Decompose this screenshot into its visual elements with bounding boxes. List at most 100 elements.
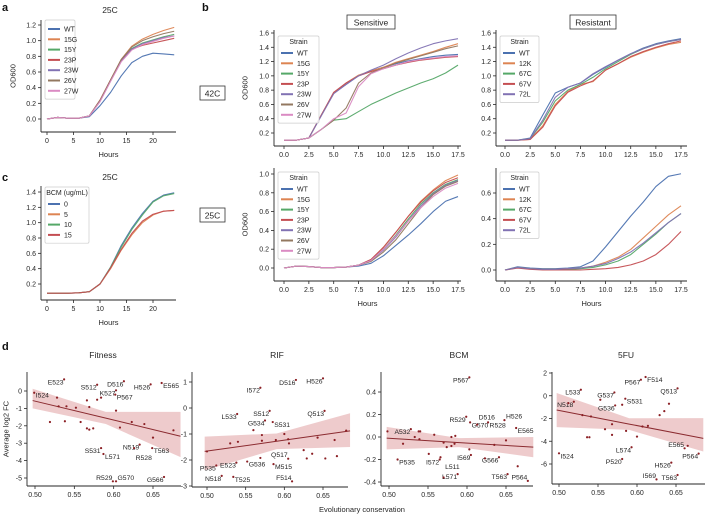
scatter-point — [641, 425, 644, 428]
point-label: M515 — [275, 464, 292, 471]
point-label: N519 — [123, 445, 139, 452]
y-tick-label: 0.2 — [259, 131, 269, 138]
scatter-point — [99, 446, 103, 450]
x-tick-label: 17.5 — [451, 152, 465, 159]
row-header-25c: 25C — [205, 211, 221, 221]
x-tick-label: 0.50 — [28, 492, 42, 499]
y-tick-label: -6 — [541, 462, 547, 469]
point-label: P535 — [200, 465, 216, 472]
series-line-27w — [283, 182, 459, 269]
legend: Strain WT 15G 15Y 23P 23W 26V 27W — [277, 35, 320, 124]
scatter-point — [149, 383, 152, 386]
x-tick-label: 10 — [96, 306, 104, 313]
x-tick-label: 5.0 — [329, 287, 339, 294]
legend-entry: WT — [297, 187, 309, 194]
scatter-point — [311, 452, 314, 455]
column-header-resistant: Resistant — [575, 18, 611, 28]
scatter-point — [236, 412, 239, 416]
point-label: G537 — [597, 392, 614, 399]
legend-entry: 10 — [64, 222, 72, 229]
scatter-point — [413, 435, 416, 439]
series-line-15 — [47, 209, 175, 294]
scatter-point — [114, 409, 118, 412]
scatter-point — [646, 424, 650, 427]
scatter-point — [497, 456, 501, 459]
point-label: T563 — [492, 474, 508, 481]
y-tick-label: 0.8 — [26, 236, 36, 243]
chart-b-res-25: 0.0 2.5 5.0 7.5 10.0 12.5 15.0 17.5 0.0 0.2 0.4 0.6… — [481, 168, 688, 308]
point-label: N518 — [205, 476, 221, 483]
y-tick-label: 0.6 — [26, 251, 36, 258]
y-tick-label: 0.0 — [366, 435, 376, 442]
scatter-point — [114, 389, 118, 392]
point-label: F514 — [647, 377, 663, 384]
row-header-box-42c — [199, 85, 226, 101]
scatter-point — [663, 410, 666, 413]
scatter-point — [96, 398, 99, 401]
legend-entry: 15Y — [64, 47, 77, 54]
scatter-point — [229, 442, 232, 445]
x-tick-label: 12.5 — [401, 287, 415, 294]
y-tick-label: 1.2 — [259, 59, 269, 66]
legend-entry: 23P — [64, 57, 77, 64]
chart-title: BCM — [450, 350, 469, 360]
x-axis-label: Hours — [357, 299, 377, 308]
scatter-point — [450, 444, 453, 448]
scatter-point — [57, 405, 60, 408]
scatter-point — [624, 397, 627, 400]
y-tick-label: -5 — [16, 476, 22, 483]
point-label: S512 — [81, 385, 97, 392]
scatter-point — [442, 476, 445, 479]
x-tick-label: 0 — [45, 138, 49, 145]
scatter-point — [670, 461, 673, 464]
legend-entry: 23P — [297, 217, 310, 224]
y-tick-label: 0.4 — [481, 216, 491, 223]
chart-c: 0 5 10 15 20 0.2 0.4 0.6 0.8 1.0 1.2 1.4 25C Hours BCM… — [26, 172, 176, 327]
scatter-point — [96, 383, 99, 386]
scatter-point — [287, 438, 290, 441]
scatter-point — [433, 433, 436, 436]
scatter-point — [572, 400, 575, 403]
scatter-point — [427, 452, 430, 455]
legend-entry: 72L — [519, 228, 531, 235]
x-tick-label: 2.5 — [525, 152, 535, 159]
regression-line — [204, 430, 351, 452]
point-label: L571 — [105, 454, 120, 461]
chart-b-sens-25: 0.0 2.5 5.0 7.5 10.0 12.5 15.0 17.5 0.0 0.2 0.4 0.6… — [241, 168, 465, 308]
scatter-point — [287, 442, 291, 445]
x-tick-label: 15.0 — [426, 152, 440, 159]
scatter-point — [283, 432, 286, 436]
x-tick-label: 5.0 — [550, 287, 560, 294]
y-tick-label: 0.4 — [481, 116, 491, 123]
x-tick-label: 0.0 — [279, 152, 289, 159]
legend-entry: WT — [519, 187, 531, 194]
panel-letter-c: c — [2, 172, 8, 184]
y-tick-label: 0.4 — [26, 266, 36, 273]
scatter-point — [102, 452, 105, 456]
scatter-point — [287, 457, 290, 460]
scatter-point — [386, 430, 389, 433]
y-tick-label: 0.8 — [259, 88, 269, 95]
y-tick-label: 1.0 — [259, 73, 269, 80]
y-tick-label: -1 — [16, 406, 22, 413]
legend-entry: 15Y — [297, 207, 310, 214]
y-tick-label: 0.6 — [26, 70, 36, 77]
scatter-point — [635, 435, 639, 438]
scatter-point — [401, 442, 405, 445]
point-label: G570 — [472, 422, 489, 429]
x-tick-label: 0.65 — [146, 492, 160, 499]
series-line-wt — [505, 38, 682, 141]
point-label: G534 — [248, 420, 265, 427]
scatter-point — [655, 478, 658, 481]
point-label: H526 — [306, 378, 322, 385]
scatter-point — [290, 480, 294, 483]
point-label: T563 — [662, 475, 678, 482]
point-label: G566 — [482, 457, 499, 464]
x-tick-label: 0.65 — [316, 493, 330, 500]
y-tick-label: 1.0 — [26, 38, 36, 45]
y-tick-label: -3 — [181, 484, 187, 491]
point-label: P564 — [682, 454, 698, 461]
